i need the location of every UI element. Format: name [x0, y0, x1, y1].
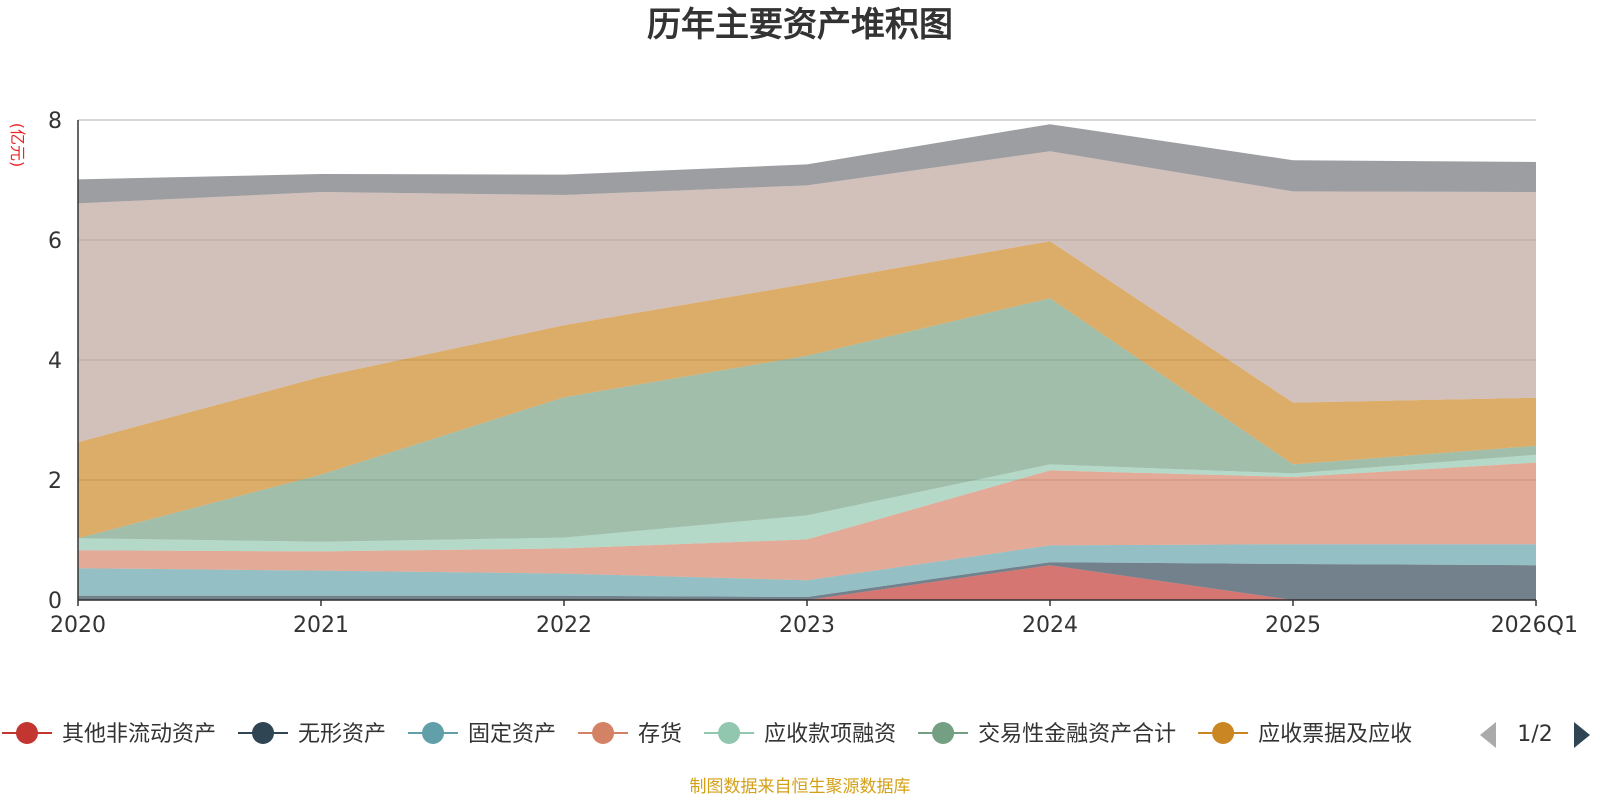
- legend-label: 无形资产: [298, 722, 386, 747]
- area-series-7: [78, 151, 1536, 443]
- legend-item[interactable]: 存货: [578, 722, 682, 747]
- x-tick-label: 2021: [293, 613, 349, 638]
- x-tick-label: 2026Q1: [1491, 613, 1578, 638]
- legend-label: 交易性金融资产合计: [978, 722, 1176, 747]
- legend-label: 固定资产: [468, 722, 556, 747]
- y-tick-label: 6: [48, 229, 62, 254]
- legend-label: 其他非流动资产: [62, 722, 216, 747]
- legend-item[interactable]: 其他非流动资产: [2, 722, 216, 747]
- legend-prev-icon[interactable]: [1480, 722, 1496, 748]
- x-tick-label: 2022: [536, 613, 592, 638]
- area-series-3: [78, 462, 1536, 581]
- x-tick-label: 2025: [1265, 613, 1321, 638]
- y-axis-unit: (亿元): [8, 123, 27, 168]
- legend-item[interactable]: 无形资产: [238, 722, 386, 747]
- y-tick-label: 8: [48, 109, 62, 134]
- legend-marker: [592, 722, 615, 744]
- legend-label: 应收票据及应收: [1258, 722, 1412, 747]
- legend-item[interactable]: 应收款项融资: [704, 722, 896, 747]
- area-series-8: [78, 124, 1536, 204]
- legend-marker: [932, 722, 955, 744]
- x-tick-label: 2020: [50, 613, 106, 638]
- legend-marker: [16, 722, 38, 744]
- legend-marker: [1212, 722, 1235, 744]
- y-tick-label: 0: [48, 589, 62, 614]
- legend-item[interactable]: 交易性金融资产合计: [918, 722, 1176, 747]
- legend-marker: [718, 722, 741, 744]
- x-tick-label: 2024: [1022, 613, 1078, 638]
- x-tick-label: 2023: [779, 613, 835, 638]
- area-series-0: [78, 565, 1536, 600]
- area-series-4: [78, 454, 1536, 552]
- legend-marker: [252, 722, 275, 744]
- legend-item[interactable]: 应收票据及应收: [1198, 722, 1412, 747]
- area-series-6: [78, 241, 1536, 539]
- legend-label: 存货: [638, 722, 682, 747]
- y-tick-label: 4: [48, 349, 62, 374]
- legend-item[interactable]: 固定资产: [408, 722, 556, 747]
- area-series-2: [78, 544, 1536, 597]
- y-tick-label: 2: [48, 469, 62, 494]
- legend-next-icon[interactable]: [1574, 722, 1590, 748]
- chart-title: 历年主要资产堆积图: [647, 5, 953, 45]
- source-note: 制图数据来自恒生聚源数据库: [690, 777, 911, 797]
- legend-label: 应收款项融资: [764, 722, 896, 747]
- area-series-5: [78, 298, 1536, 542]
- legend-marker: [422, 722, 445, 744]
- area-series-1: [78, 562, 1536, 600]
- legend-page-indicator: 1/2: [1517, 722, 1552, 747]
